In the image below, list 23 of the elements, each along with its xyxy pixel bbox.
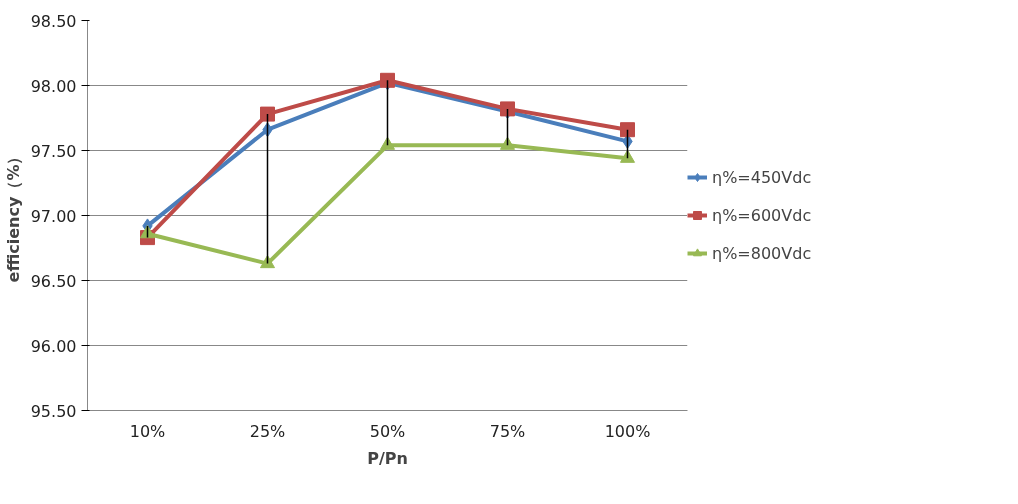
point	[500, 136, 515, 150]
point	[620, 149, 635, 163]
y-tick-label: 95.50	[30, 401, 77, 421]
point	[380, 136, 395, 150]
y-tick-label: 98.50	[30, 11, 77, 31]
y-tick-label: 96.00	[30, 336, 77, 356]
point	[260, 255, 275, 269]
y-tick-label: 97.00	[30, 206, 77, 226]
point	[620, 122, 635, 138]
point	[260, 106, 275, 122]
x-tick-label: 100%	[604, 421, 651, 441]
legend-label: η%=800Vdc	[712, 243, 812, 263]
x-tick-label: 75%	[489, 421, 526, 441]
y-axis-title: efficiency（%）	[3, 148, 23, 283]
y-tick-label: 97.50	[30, 141, 77, 161]
x-tick-label: 50%	[369, 421, 406, 441]
x-tick-label: 25%	[249, 421, 286, 441]
legend-label: η%=450Vdc	[712, 167, 812, 187]
y-tick-label: 96.50	[30, 271, 77, 291]
legend-label: η%=600Vdc	[712, 205, 812, 225]
x-tick-label: 10%	[129, 421, 166, 441]
x-axis-title: P/Pn	[367, 448, 408, 468]
y-tick-label: 98.00	[30, 76, 77, 96]
